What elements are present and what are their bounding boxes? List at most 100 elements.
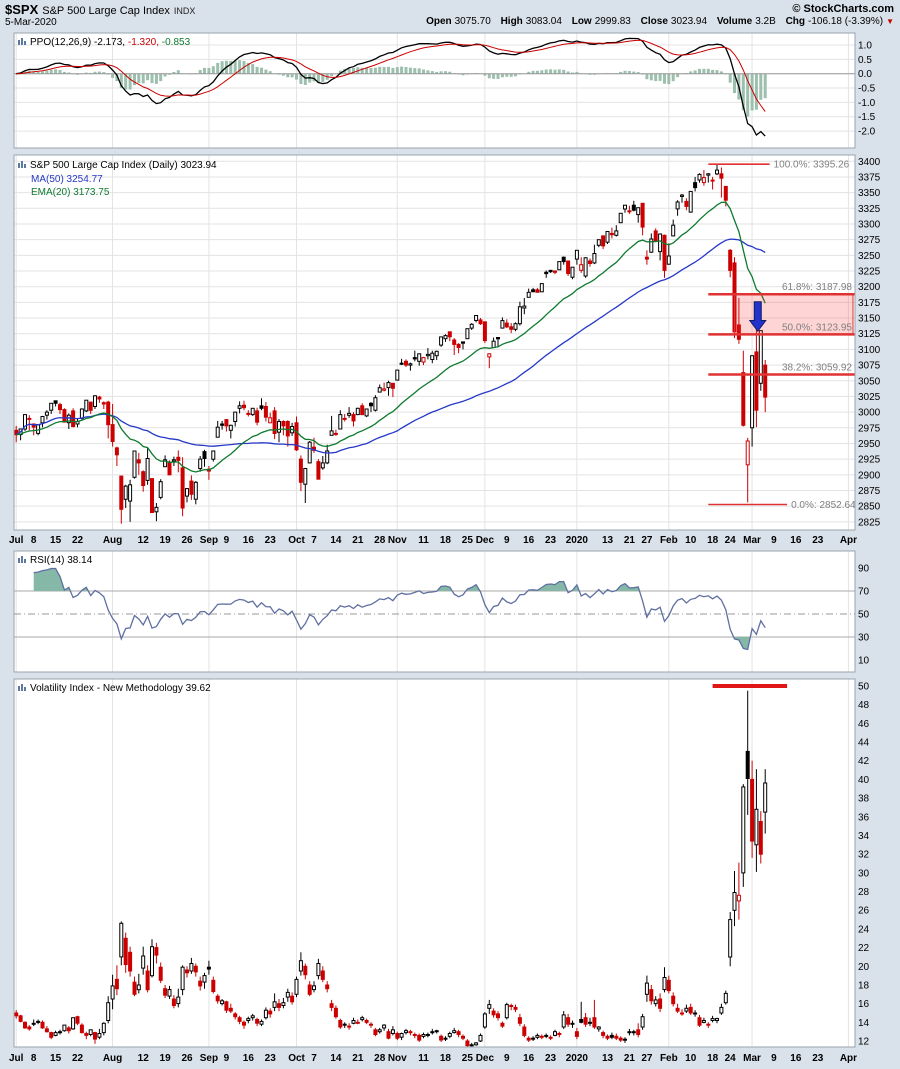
vix-label: Volatility Index - New Methodology: [30, 683, 183, 694]
svg-text:3325: 3325: [858, 204, 881, 215]
svg-text:21: 21: [624, 1053, 636, 1064]
rsi-value: 38.14: [67, 555, 93, 566]
svg-text:14: 14: [330, 1053, 342, 1064]
svg-text:16: 16: [790, 1053, 802, 1064]
price-title: S&P 500 Large Cap Index (Daily): [30, 160, 178, 171]
svg-text:3275: 3275: [858, 235, 881, 246]
svg-text:Dec: Dec: [476, 1053, 495, 1064]
chart-header: $SPX S&P 500 Large Cap Index INDX: [5, 2, 195, 17]
svg-text:3400: 3400: [858, 157, 881, 168]
svg-text:38.2%: 3059.92: 38.2%: 3059.92: [782, 363, 852, 374]
svg-text:9: 9: [504, 535, 510, 546]
volume-value: 3.2B: [755, 16, 776, 27]
svg-text:Aug: Aug: [103, 535, 122, 546]
svg-text:38: 38: [858, 794, 870, 805]
svg-text:9: 9: [771, 535, 777, 546]
svg-text:46: 46: [858, 719, 870, 730]
svg-text:15: 15: [50, 535, 62, 546]
svg-text:Feb: Feb: [660, 1053, 678, 1064]
svg-text:3000: 3000: [858, 408, 881, 419]
index-name: S&P 500 Large Cap Index: [42, 5, 170, 17]
svg-text:21: 21: [352, 535, 364, 546]
panel-icon: [17, 554, 27, 568]
copyright: © StockCharts.com: [792, 3, 894, 15]
svg-text:8: 8: [31, 1053, 37, 1064]
svg-text:18: 18: [440, 1053, 452, 1064]
svg-text:Jul: Jul: [9, 1053, 24, 1064]
svg-text:11: 11: [418, 535, 429, 546]
ppo-label: PPO(12,26,9): [30, 37, 92, 48]
svg-text:70: 70: [858, 587, 870, 598]
svg-text:22: 22: [72, 1053, 84, 1064]
svg-text:16: 16: [858, 999, 870, 1010]
svg-text:3200: 3200: [858, 282, 881, 293]
svg-text:-1.0: -1.0: [858, 98, 876, 109]
svg-text:11: 11: [418, 1053, 429, 1064]
svg-text:24: 24: [725, 1053, 737, 1064]
svg-text:18: 18: [440, 535, 452, 546]
svg-text:18: 18: [858, 980, 870, 991]
svg-text:3025: 3025: [858, 392, 881, 403]
price-last: 3023.94: [180, 160, 217, 171]
svg-text:12: 12: [138, 1053, 150, 1064]
svg-text:42: 42: [858, 756, 870, 767]
svg-text:3350: 3350: [858, 188, 881, 199]
svg-text:Sep: Sep: [200, 1053, 218, 1064]
ppo-legend: PPO(12,26,9) -2.173, -1.320, -0.853: [17, 36, 190, 50]
svg-text:Sep: Sep: [200, 535, 218, 546]
chg-label: Chg: [785, 16, 806, 27]
svg-text:10: 10: [685, 1053, 697, 1064]
svg-text:2875: 2875: [858, 486, 881, 497]
svg-text:28: 28: [374, 1053, 386, 1064]
svg-text:21: 21: [352, 1053, 364, 1064]
svg-text:26: 26: [181, 535, 193, 546]
svg-text:-0.5: -0.5: [858, 84, 876, 95]
svg-text:100.0%: 3395.26: 100.0%: 3395.26: [774, 160, 850, 171]
svg-text:44: 44: [858, 738, 870, 749]
svg-text:24: 24: [858, 924, 870, 935]
svg-text:3375: 3375: [858, 172, 881, 183]
low-label: Low: [571, 16, 592, 27]
high-label: High: [500, 16, 523, 27]
svg-text:20: 20: [858, 962, 870, 973]
svg-text:Aug: Aug: [103, 1053, 122, 1064]
svg-text:-1.5: -1.5: [858, 112, 876, 123]
svg-text:36: 36: [858, 812, 870, 823]
price-legend: S&P 500 Large Cap Index (Daily) 3023.94 …: [17, 159, 217, 199]
svg-text:Oct: Oct: [288, 535, 305, 546]
svg-text:22: 22: [72, 535, 84, 546]
svg-text:25: 25: [462, 1053, 474, 1064]
svg-text:12: 12: [858, 1037, 870, 1048]
svg-text:0.0%: 2852.64: 0.0%: 2852.64: [791, 500, 856, 511]
svg-text:3300: 3300: [858, 219, 881, 230]
svg-text:2850: 2850: [858, 502, 881, 513]
svg-text:Oct: Oct: [288, 1053, 305, 1064]
svg-text:19: 19: [160, 1053, 172, 1064]
svg-text:23: 23: [265, 1053, 277, 1064]
svg-text:3150: 3150: [858, 314, 881, 325]
exchange-label: INDX: [173, 6, 196, 16]
svg-text:19: 19: [160, 535, 172, 546]
svg-text:13: 13: [602, 1053, 614, 1064]
svg-text:16: 16: [523, 535, 535, 546]
ma50-legend: MA(50) 3254.77: [31, 174, 103, 185]
svg-text:28: 28: [374, 535, 386, 546]
svg-text:Nov: Nov: [388, 1053, 407, 1064]
svg-text:8: 8: [31, 535, 37, 546]
svg-text:26: 26: [858, 906, 870, 917]
svg-text:2975: 2975: [858, 423, 881, 434]
svg-text:50: 50: [858, 682, 870, 693]
chg-value: -106.18 (-3.39%): [808, 16, 884, 27]
svg-text:34: 34: [858, 831, 870, 842]
svg-text:28: 28: [858, 887, 870, 898]
svg-text:30: 30: [858, 633, 870, 644]
svg-text:9: 9: [771, 1053, 777, 1064]
svg-text:2825: 2825: [858, 517, 881, 528]
svg-text:2020: 2020: [566, 1053, 589, 1064]
svg-text:50.0%: 3123.95: 50.0%: 3123.95: [782, 322, 852, 333]
svg-text:14: 14: [330, 535, 342, 546]
svg-text:27: 27: [641, 1053, 653, 1064]
svg-text:16: 16: [790, 535, 802, 546]
